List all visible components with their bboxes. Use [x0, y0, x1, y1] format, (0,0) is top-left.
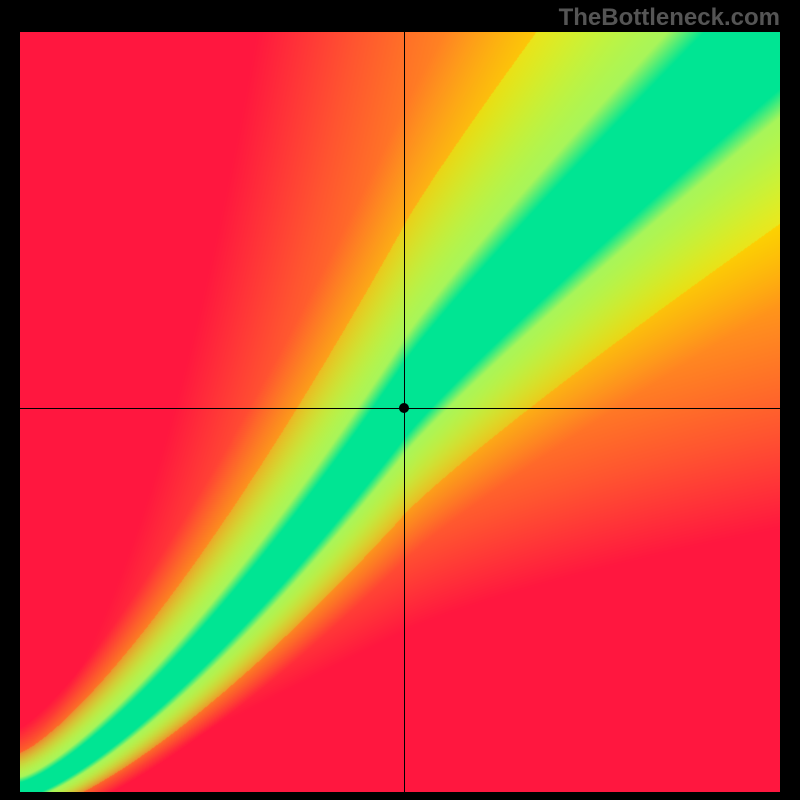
- heatmap-plot: [20, 32, 780, 792]
- crosshair-marker: [399, 403, 409, 413]
- watermark-text: TheBottleneck.com: [559, 4, 780, 32]
